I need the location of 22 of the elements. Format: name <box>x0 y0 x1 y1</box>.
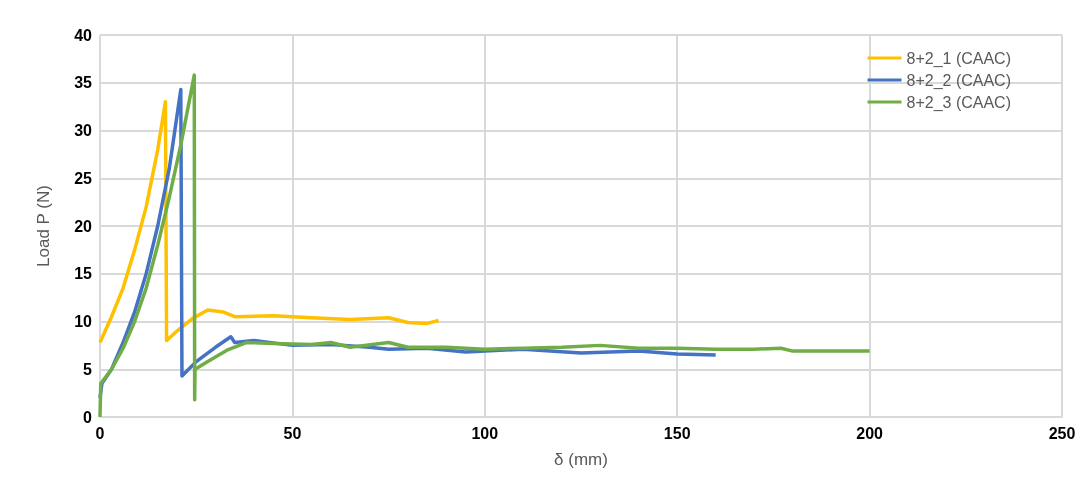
y-tick-label: 10 <box>74 313 93 330</box>
y-tick-label: 30 <box>74 122 93 139</box>
legend-label: 8+2_1 (CAAC) <box>906 49 1012 68</box>
line-series <box>98 100 441 345</box>
x-tick-label: 0 <box>95 424 105 442</box>
y-tick-label: 20 <box>74 217 93 235</box>
y-tick-label: 15 <box>74 265 93 283</box>
y-tick-label: 5 <box>83 360 93 378</box>
y-tick-label: 40 <box>74 26 93 44</box>
y-tick-label: 35 <box>74 74 93 92</box>
y-tick-label: 25 <box>74 169 93 187</box>
y-axis-title: Load P (N) <box>34 185 53 267</box>
y-tick-label: 0 <box>83 408 93 426</box>
x-tick-label: 50 <box>283 424 302 442</box>
x-tick-label: 100 <box>471 424 499 442</box>
x-tick-label: 150 <box>663 424 691 442</box>
x-tick-label: 200 <box>856 424 884 442</box>
legend-label: 8+2_3 (CAAC) <box>906 93 1012 112</box>
x-tick-label: 250 <box>1048 424 1076 442</box>
legend-label: 8+2_2 (CAAC) <box>906 71 1012 90</box>
x-axis-title: δ (mm) <box>554 450 608 469</box>
line-series <box>98 73 872 419</box>
